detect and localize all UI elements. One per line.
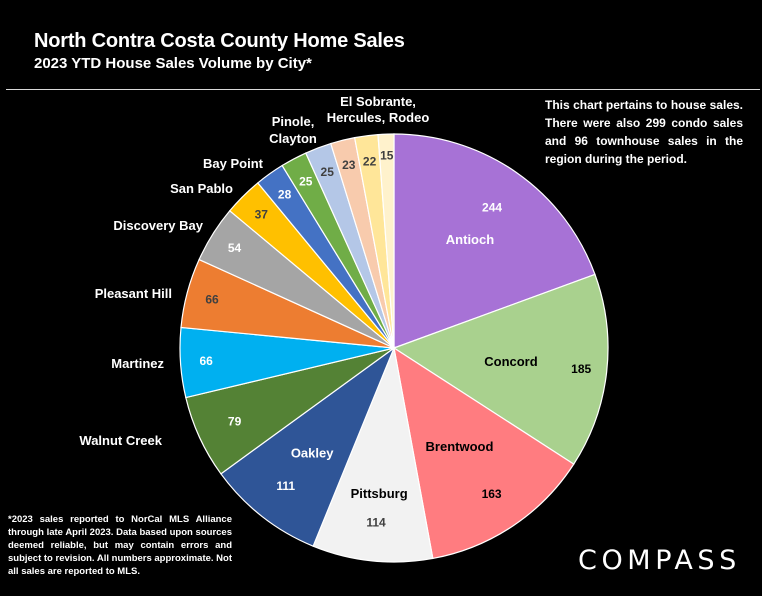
- category-label-bay-point: Bay Point: [203, 156, 264, 171]
- category-label-pittsburg: Pittsburg: [351, 486, 408, 501]
- value-label: 66: [199, 354, 213, 368]
- value-label: 25: [321, 165, 335, 179]
- value-label: 23: [342, 158, 356, 172]
- value-label: 185: [571, 362, 591, 376]
- value-label: 37: [255, 207, 269, 221]
- pie-slice-oakley: [220, 346, 396, 547]
- value-label: 163: [482, 487, 502, 501]
- chart-note: This chart pertains to house sales. Ther…: [545, 98, 743, 166]
- pie-slices: [179, 133, 609, 563]
- value-labels: 244 185 163 114 111 79 66 66 54 37 28 25 25 23 22 15: [199, 149, 591, 530]
- category-label-pinole-clayton: Pinole, Clayton: [269, 114, 317, 146]
- pie-slice-antioch: [393, 133, 596, 349]
- value-label: 111: [276, 479, 295, 493]
- value-label: 28: [278, 188, 292, 202]
- pie-slice-slice-15: [377, 133, 395, 349]
- category-labels: Antioch Concord Brentwood Pittsburg Oakley Wa…: [79, 94, 537, 501]
- chart-title: North Contra Costa County Home Sales: [34, 30, 405, 52]
- value-label: 66: [205, 292, 219, 306]
- category-label-concord: Concord: [484, 354, 538, 369]
- category-label-pleasant-hill: Pleasant Hill: [95, 286, 172, 301]
- category-label-discovery-bay: Discovery Bay: [113, 218, 203, 233]
- value-label: 114: [366, 516, 386, 530]
- category-label-brentwood: Brentwood: [426, 439, 494, 454]
- value-label: 15: [380, 149, 394, 163]
- category-label-el-sobrante-hercules-rodeo: El Sobrante, Hercules, Rodeo: [327, 94, 430, 125]
- category-label-oakley: Oakley: [291, 445, 334, 460]
- value-label: 244: [482, 201, 502, 215]
- category-label-martinez: Martinez: [111, 356, 164, 371]
- pie-slice-pittsburg: [312, 345, 434, 563]
- value-label: 54: [228, 241, 242, 255]
- pie-slice-brentwood: [393, 346, 575, 560]
- header-divider: [6, 89, 760, 90]
- value-label: 79: [228, 414, 242, 428]
- category-label-walnut-creek: Walnut Creek: [79, 433, 162, 448]
- compass-logo: COMPASS: [578, 545, 741, 576]
- value-label: 25: [299, 175, 313, 189]
- value-label: 22: [363, 154, 377, 168]
- category-label-antioch: Antioch: [446, 232, 494, 247]
- pie-slice-concord: [392, 273, 609, 465]
- chart-subtitle: 2023 YTD House Sales Volume by City*: [34, 55, 312, 72]
- footnote: *2023 sales reported to NorCal MLS Allia…: [8, 514, 232, 577]
- category-label-san-pablo: San Pablo: [170, 181, 233, 196]
